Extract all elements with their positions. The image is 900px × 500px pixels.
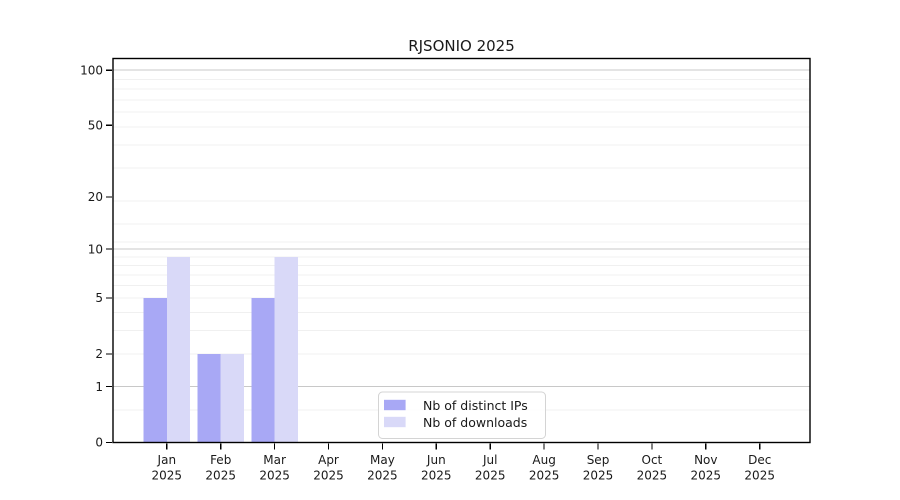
x-tick-label-year: 2025 bbox=[637, 469, 668, 483]
y-tick-label: 0 bbox=[95, 436, 103, 450]
x-tick-label-year: 2025 bbox=[313, 469, 344, 483]
y-tick-label: 50 bbox=[88, 119, 103, 133]
x-tick-label-month: Nov bbox=[694, 453, 717, 467]
chart-title: RJSONIO 2025 bbox=[408, 37, 515, 55]
legend-frame bbox=[378, 391, 546, 439]
y-tick-label: 2 bbox=[95, 347, 103, 361]
y-tick-label: 10 bbox=[88, 242, 103, 256]
bar-downloads bbox=[166, 256, 191, 443]
x-tick-label-year: 2025 bbox=[691, 469, 722, 483]
legend-label-downloads: Nb of downloads bbox=[423, 415, 527, 430]
x-tick-label-year: 2025 bbox=[259, 469, 290, 483]
bar-distinct-ips bbox=[143, 297, 167, 443]
legend-swatch-downloads bbox=[384, 416, 406, 428]
x-tick-label-month: Jan bbox=[157, 453, 177, 467]
y-tick-label: 1 bbox=[95, 380, 103, 394]
x-tick-label-month: Sep bbox=[587, 453, 610, 467]
bar-layer bbox=[143, 256, 298, 443]
x-tick-label-year: 2025 bbox=[367, 469, 398, 483]
x-tick-label-year: 2025 bbox=[152, 469, 183, 483]
bar-downloads bbox=[274, 256, 298, 443]
x-tick-label-month: Jul bbox=[482, 453, 497, 467]
bar-distinct-ips bbox=[251, 297, 275, 443]
x-tick-label-year: 2025 bbox=[744, 469, 775, 483]
x-tick-label-month: Jun bbox=[426, 453, 446, 467]
legend: Nb of distinct IPs Nb of downloads bbox=[378, 391, 546, 439]
x-tick-label-month: Dec bbox=[748, 453, 771, 467]
x-tick-label-year: 2025 bbox=[529, 469, 560, 483]
x-tick-label-year: 2025 bbox=[583, 469, 614, 483]
x-tick-label-month: Aug bbox=[532, 453, 555, 467]
x-tick-label-month: Feb bbox=[210, 453, 231, 467]
axis-layer: Jan2025Feb2025Mar2025Apr2025May2025Jun20… bbox=[80, 57, 811, 483]
x-tick-label-month: Apr bbox=[318, 453, 339, 467]
legend-swatch-distinct-ips bbox=[384, 399, 406, 411]
x-tick-label-year: 2025 bbox=[421, 469, 452, 483]
bar-distinct-ips bbox=[197, 353, 221, 443]
plot-border bbox=[112, 57, 811, 444]
bar-downloads bbox=[220, 353, 244, 443]
x-tick-label-month: Mar bbox=[263, 453, 286, 467]
x-tick-label-year: 2025 bbox=[475, 469, 506, 483]
x-tick-label-year: 2025 bbox=[205, 469, 236, 483]
x-tick-label-month: May bbox=[370, 453, 395, 467]
legend-label-distinct-ips: Nb of distinct IPs bbox=[423, 398, 528, 413]
y-tick-label: 20 bbox=[88, 190, 103, 204]
y-tick-label: 5 bbox=[95, 291, 103, 305]
x-tick-label-month: Oct bbox=[642, 453, 663, 467]
grid-layer bbox=[113, 69, 810, 411]
y-tick-label: 100 bbox=[80, 63, 103, 77]
